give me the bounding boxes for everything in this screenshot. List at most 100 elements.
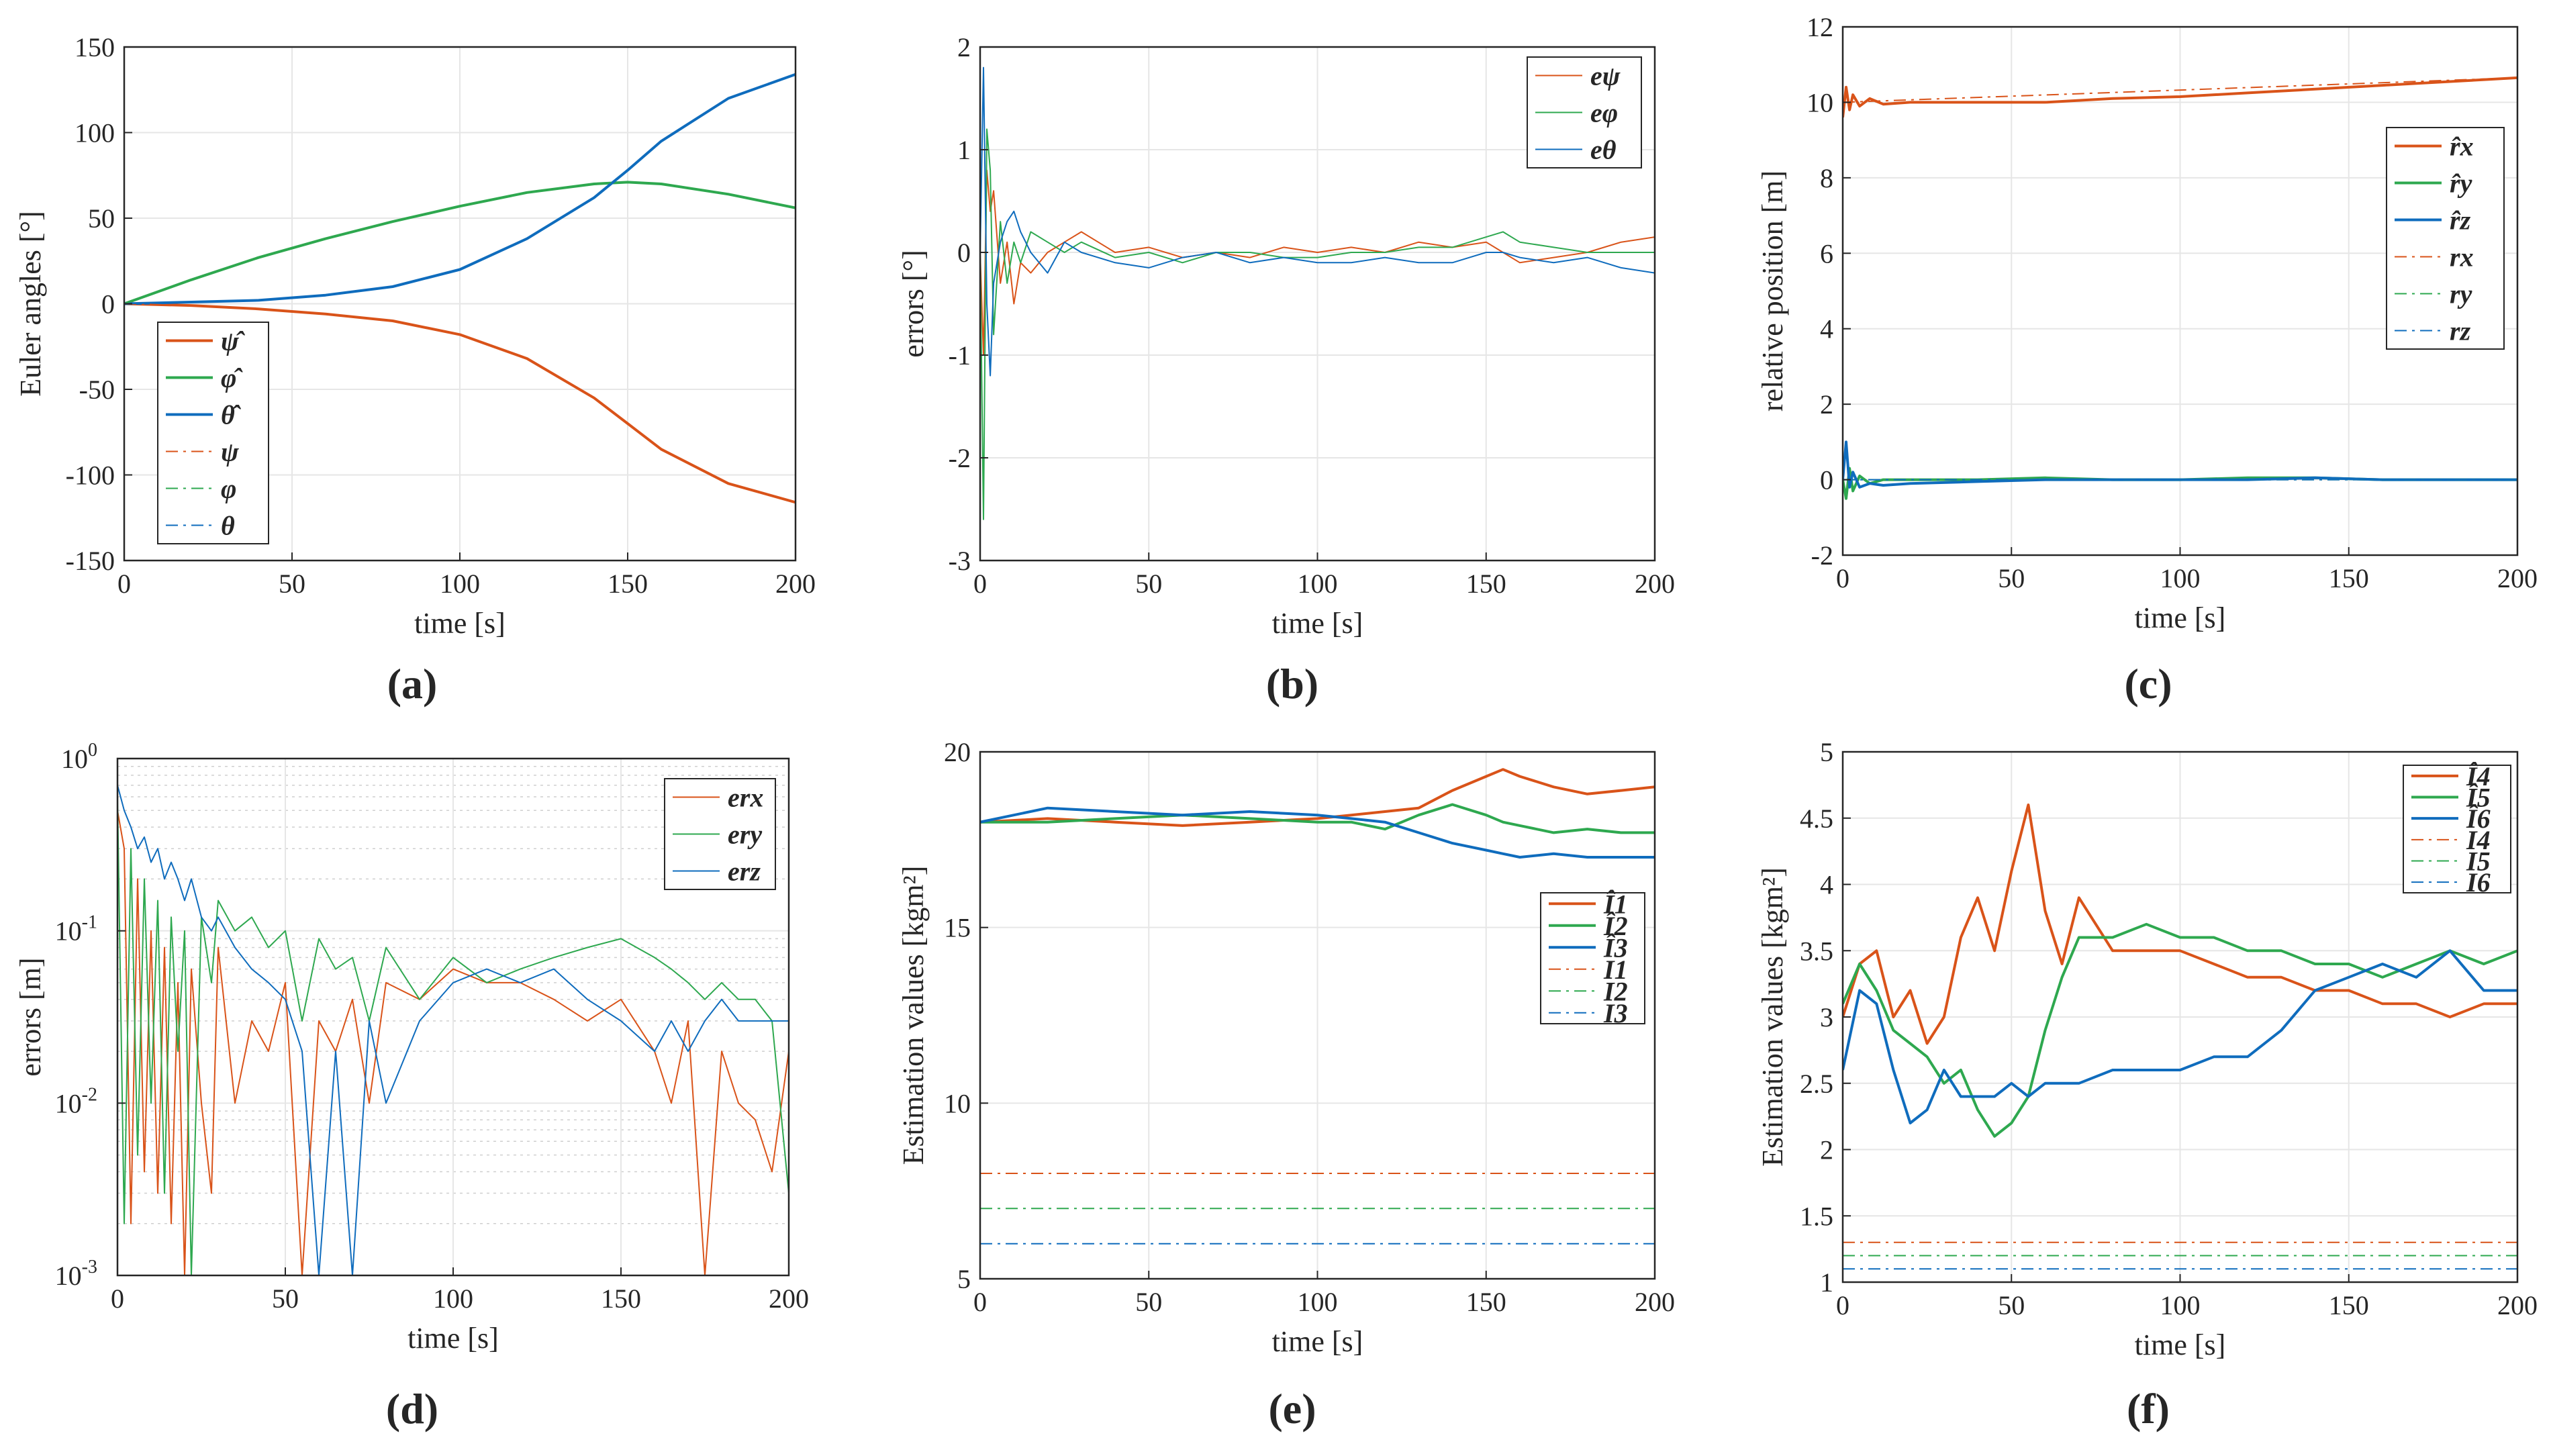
y-tick-base: 10 <box>55 1088 82 1118</box>
y-axis-label: Estimation values [kgm²] <box>1756 867 1789 1167</box>
legend-entry: Î1 <box>1603 889 1628 919</box>
x-tick-label: 150 <box>2329 563 2369 593</box>
y-tick-label: 10-3 <box>55 1257 97 1291</box>
y-tick-label: 4 <box>1820 870 1833 900</box>
legend-box <box>2403 765 2511 893</box>
x-tick-label: 50 <box>279 569 305 599</box>
x-axis-label: time [s] <box>407 1322 499 1355</box>
y-tick-base: 10 <box>55 916 82 947</box>
y-tick-label: 2 <box>957 32 971 62</box>
legend-box <box>157 322 269 544</box>
y-tick-label: 12 <box>1807 12 1833 42</box>
x-tick-label: 200 <box>769 1283 809 1314</box>
series-line-e-2 <box>980 806 1655 859</box>
y-tick-label: 3.5 <box>1800 936 1833 966</box>
series-line-d-2 <box>117 785 789 1275</box>
x-tick-label: 150 <box>601 1283 641 1314</box>
x-tick-label: 100 <box>1298 569 1338 599</box>
y-tick-label: 5 <box>957 1264 971 1294</box>
series-line-d-0 <box>117 810 789 1275</box>
legend-entry: r̂z <box>2450 205 2471 236</box>
y-tick-label: 20 <box>944 737 971 767</box>
legend-box <box>1540 892 1645 1024</box>
x-tick-label: 200 <box>1635 569 1675 599</box>
legend-entry: rx <box>2450 242 2474 273</box>
y-tick-label: -100 <box>66 460 115 491</box>
y-tick-label: 1 <box>1820 1267 1833 1298</box>
legend-entry: eψ <box>1590 61 1621 91</box>
panel-label: (d) <box>386 1385 438 1433</box>
y-tick-label: 6 <box>1820 238 1833 269</box>
y-tick-base: 10 <box>61 744 88 774</box>
chart-panel-f: 0 50 100 150 200 1 1.5 2 2.5 3 3.5 4 4.5 5 time [s] Est… <box>1756 737 2538 1433</box>
y-tick-label: 10-1 <box>55 912 97 947</box>
y-tick-label: -3 <box>949 546 971 576</box>
x-tick-label: 0 <box>1836 1290 1849 1320</box>
series-line-c-0 <box>1843 76 2517 118</box>
x-tick-label: 200 <box>775 569 816 599</box>
legend-entry: θ <box>221 511 235 541</box>
series-line-e-1 <box>980 803 1655 834</box>
series-group <box>124 72 796 504</box>
legend-entry: Î3 <box>1603 932 1628 963</box>
series-group <box>1843 804 2517 1270</box>
y-tick-label: 0 <box>1820 465 1833 495</box>
legend: erx ery erz <box>664 778 776 890</box>
y-tick-label: 2 <box>1820 389 1833 420</box>
x-tick-label: 0 <box>973 1287 987 1317</box>
legend-entry: erx <box>728 783 763 813</box>
x-tick-label: 50 <box>1135 1287 1162 1317</box>
panel-label: (a) <box>387 660 438 708</box>
series-group <box>1843 76 2517 500</box>
series-group <box>980 66 1655 520</box>
legend-entry: I5 <box>2466 846 2491 877</box>
legend-entry: Î5 <box>2466 783 2491 813</box>
series-line-e-0 <box>980 768 1655 827</box>
panel-label: (b) <box>1266 660 1318 708</box>
y-tick-label: -2 <box>1811 540 1833 571</box>
y-tick-label: -2 <box>949 443 971 473</box>
y-tick-label: -150 <box>66 546 115 576</box>
series-line-b-1 <box>980 128 1655 520</box>
legend-entry: ry <box>2450 279 2472 309</box>
x-tick-label: 0 <box>111 1283 124 1314</box>
legend-box <box>2386 127 2505 350</box>
x-tick-label: 0 <box>973 569 987 599</box>
legend-entry: eφ <box>1590 98 1618 128</box>
y-tick-label: 0 <box>101 289 115 320</box>
panel-label: (f) <box>2127 1385 2170 1433</box>
series-line-b-2 <box>980 66 1655 377</box>
series-line-a-0 <box>124 302 796 504</box>
legend: r̂x r̂y r̂z rx ry rz <box>2386 127 2505 350</box>
y-axis-label: Euler angles [°] <box>14 211 47 397</box>
legend-entry: Î2 <box>1603 911 1628 941</box>
x-tick-label: 150 <box>2329 1290 2369 1320</box>
y-tick-label: 50 <box>88 203 115 234</box>
legend-entry: I6 <box>2466 867 2491 897</box>
series-group <box>980 768 1655 1245</box>
y-tick-base: 10 <box>55 1261 82 1291</box>
y-tick-label: 1 <box>957 135 971 165</box>
panel-label: (e) <box>1268 1385 1316 1433</box>
series-line-f-0 <box>1843 804 2517 1045</box>
x-tick-label: 100 <box>1298 1287 1338 1317</box>
y-tick-label: 100 <box>61 740 97 774</box>
legend-entry: r̂x <box>2450 132 2474 162</box>
x-tick-label: 150 <box>1466 1287 1506 1317</box>
y-tick-label: 150 <box>75 32 115 62</box>
y-axis-label: relative position [m] <box>1756 171 1789 411</box>
chart-panel-a: 0 50 100 150 200 -150 -100 -50 0 50 100 150 time [s]… <box>14 32 816 708</box>
y-tick-label: 100 <box>75 118 115 148</box>
legend-entry: φ <box>221 474 236 504</box>
y-tick-exponent: -2 <box>82 1084 97 1105</box>
series-group <box>117 785 789 1275</box>
y-axis-label: Estimation values [kgm²] <box>897 866 930 1165</box>
y-tick-label: 8 <box>1820 163 1833 193</box>
legend-entry: ery <box>728 820 762 850</box>
x-tick-label: 0 <box>117 569 131 599</box>
